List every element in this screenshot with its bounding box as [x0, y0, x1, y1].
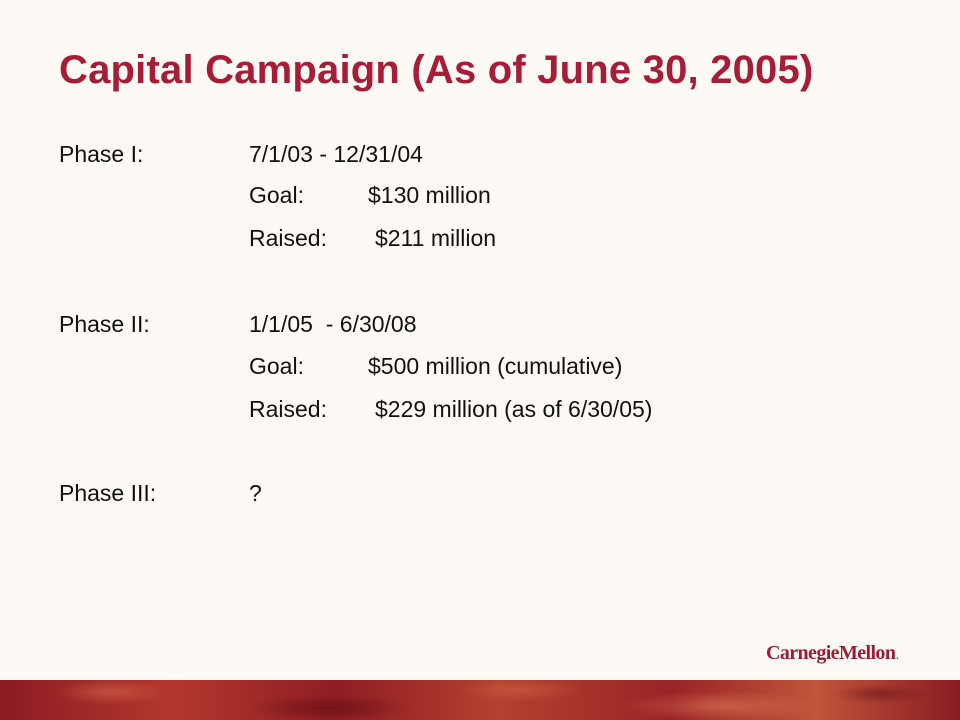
logo-mark: .: [896, 651, 899, 661]
phase-1-goal-value: $130 million: [368, 182, 491, 208]
footer-decorative-band: [0, 680, 960, 720]
phase-1-dates: 7/1/03 - 12/31/04: [249, 141, 423, 167]
phase-3-dates: ?: [249, 480, 262, 506]
phase-2-label: Phase II:: [59, 311, 150, 337]
phase-1-label: Phase I:: [59, 141, 144, 167]
phase-2-raised-label: Raised:: [249, 396, 327, 422]
carnegie-mellon-logo: CarnegieMellon.: [766, 642, 899, 665]
phase-2-goal-label: Goal:: [249, 353, 304, 379]
phase-1-goal-label: Goal:: [249, 182, 304, 208]
phase-1-raised-label: Raised:: [249, 225, 327, 251]
phase-3-label: Phase III:: [59, 480, 157, 506]
phase-1-raised-value: $211 million: [375, 225, 497, 251]
phase-2-dates: 1/1/05 - 6/30/08: [249, 311, 417, 337]
slide-title: Capital Campaign (As of June 30, 2005): [59, 48, 814, 92]
logo-wordmark: CarnegieMellon: [766, 642, 896, 664]
phase-2-goal-value: $500 million (cumulative): [368, 353, 623, 379]
phase-2-raised-value: $229 million (as of 6/30/05): [375, 396, 653, 422]
